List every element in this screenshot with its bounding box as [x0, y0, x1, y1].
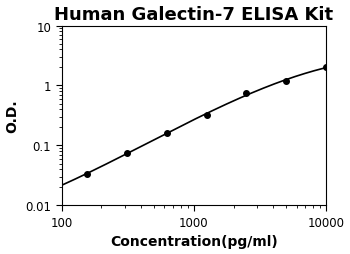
- Point: [164, 132, 169, 136]
- Y-axis label: O.D.: O.D.: [6, 99, 20, 133]
- X-axis label: Concentration(pg/ml): Concentration(pg/ml): [110, 234, 278, 248]
- Point: [124, 151, 130, 155]
- Point: [244, 92, 249, 96]
- Point: [84, 172, 90, 176]
- Title: Human Galectin-7 ELISA Kit: Human Galectin-7 ELISA Kit: [54, 6, 333, 23]
- Point: [323, 66, 329, 70]
- Point: [204, 114, 209, 118]
- Point: [284, 80, 289, 84]
